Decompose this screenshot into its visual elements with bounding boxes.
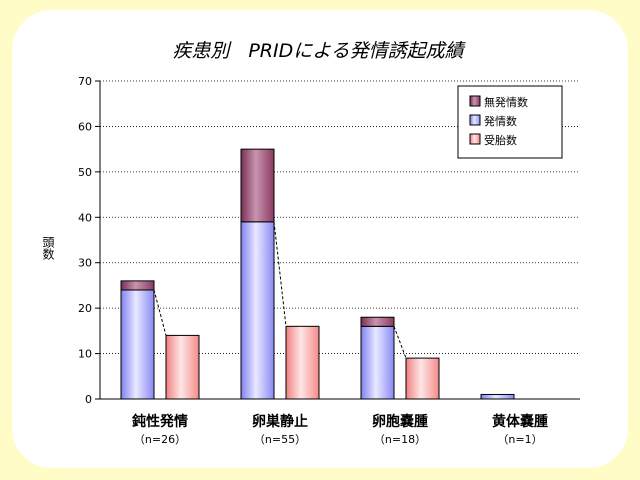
bar-no-estrus-2 bbox=[360, 316, 395, 327]
y-tick-label: 20 bbox=[78, 302, 92, 315]
y-axis-ticks: 0 10 20 30 40 50 60 70 bbox=[78, 75, 100, 406]
y-tick-label: 70 bbox=[78, 75, 92, 88]
bar-estrus-2 bbox=[360, 325, 395, 400]
bar-estrus-0 bbox=[120, 289, 155, 400]
category-n-label: （n=18） bbox=[374, 433, 426, 446]
chart-title: 疾患別 PRIDによる発情誘起成績 bbox=[172, 40, 466, 62]
y-axis-label: 頭数 bbox=[41, 236, 55, 261]
legend-swatch bbox=[469, 95, 481, 107]
y-tick-label: 0 bbox=[85, 393, 92, 406]
connector-line-0 bbox=[153, 289, 167, 336]
chart: 疾患別 PRIDによる発情誘起成績 0 10 20 30 40 50 60 70 鈍性発情 （n… bbox=[41, 40, 580, 446]
slide-background: 疾患別 PRIDによる発情誘起成績 0 10 20 30 40 50 60 70 鈍性発情 （n… bbox=[12, 10, 628, 468]
y-tick-label: 60 bbox=[78, 120, 92, 133]
bar-estrus-3 bbox=[480, 393, 515, 400]
connector-line-1 bbox=[273, 221, 287, 327]
connector-line-2 bbox=[393, 326, 407, 359]
category-label: 卵巣静止 bbox=[252, 413, 308, 430]
legend-label: 受胎数 bbox=[484, 133, 517, 147]
category-label: 鈍性発情 bbox=[132, 413, 188, 430]
bar-conception-1 bbox=[285, 325, 320, 400]
series-connector-lines bbox=[153, 221, 407, 359]
legend-swatch bbox=[469, 114, 481, 126]
y-tick-label: 30 bbox=[78, 257, 92, 270]
category-n-label: （n=1） bbox=[497, 433, 542, 446]
category-labels: 鈍性発情 （n=26） 卵巣静止 （n=55） 卵胞嚢腫 （n=18） 黄体嚢腫 （n=1） bbox=[132, 413, 548, 446]
category-n-label: （n=26） bbox=[134, 433, 186, 446]
legend-swatch bbox=[469, 133, 481, 145]
category-label: 卵胞嚢腫 bbox=[372, 413, 428, 430]
category-label: 黄体嚢腫 bbox=[492, 413, 548, 430]
legend-label: 発情数 bbox=[484, 114, 517, 128]
category-n-label: （n=55） bbox=[254, 433, 306, 446]
legend-label: 無発情数 bbox=[484, 95, 528, 109]
y-tick-label: 50 bbox=[78, 166, 92, 179]
y-tick-label: 40 bbox=[78, 211, 92, 224]
axes bbox=[99, 81, 580, 400]
bar-no-estrus-0 bbox=[120, 280, 155, 291]
bars bbox=[120, 148, 515, 400]
y-tick-label: 10 bbox=[78, 348, 92, 361]
bar-estrus-1 bbox=[240, 221, 275, 400]
bar-conception-0 bbox=[165, 334, 200, 400]
bar-conception-2 bbox=[405, 357, 440, 400]
bar-no-estrus-1 bbox=[240, 148, 275, 223]
